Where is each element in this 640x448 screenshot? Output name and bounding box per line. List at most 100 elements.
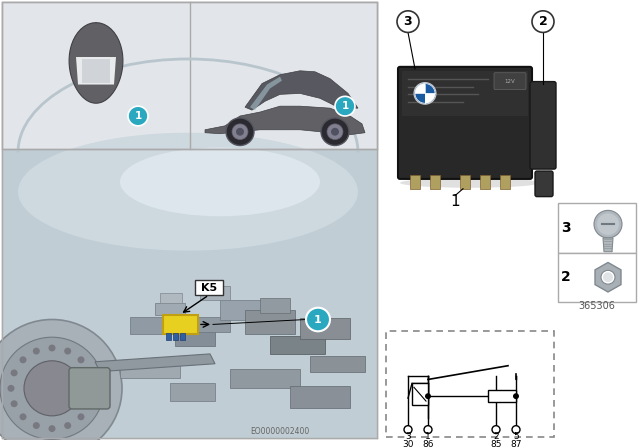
Polygon shape <box>69 22 123 103</box>
Text: 5: 5 <box>513 432 519 441</box>
Polygon shape <box>76 57 116 85</box>
Bar <box>412 383 428 405</box>
Polygon shape <box>95 354 215 371</box>
Bar <box>2 2 377 150</box>
Circle shape <box>49 345 56 351</box>
Text: 1: 1 <box>134 111 141 121</box>
Bar <box>558 253 636 302</box>
Circle shape <box>321 118 349 146</box>
Circle shape <box>601 270 615 284</box>
Bar <box>310 356 365 371</box>
Circle shape <box>19 356 26 363</box>
Polygon shape <box>603 238 613 252</box>
Text: 3: 3 <box>405 432 411 441</box>
Circle shape <box>404 426 412 434</box>
Bar <box>2 2 377 150</box>
Bar <box>130 317 185 334</box>
Circle shape <box>513 393 519 399</box>
Circle shape <box>64 422 71 429</box>
Circle shape <box>492 426 500 434</box>
Ellipse shape <box>18 133 358 251</box>
Bar <box>402 71 528 116</box>
Circle shape <box>236 128 244 136</box>
Bar <box>120 365 180 379</box>
Text: 3: 3 <box>404 15 412 28</box>
Circle shape <box>597 213 619 235</box>
Circle shape <box>0 319 122 448</box>
Bar <box>430 175 440 189</box>
Circle shape <box>8 385 15 392</box>
Circle shape <box>11 401 18 407</box>
Circle shape <box>594 211 622 238</box>
Circle shape <box>64 348 71 354</box>
Circle shape <box>424 426 432 434</box>
Bar <box>200 286 230 300</box>
Bar <box>230 369 300 388</box>
Polygon shape <box>250 77 282 110</box>
Text: K5: K5 <box>201 283 217 293</box>
Text: 1: 1 <box>450 194 460 209</box>
Bar <box>488 390 516 402</box>
Bar <box>270 336 325 354</box>
Circle shape <box>77 414 84 420</box>
Bar <box>195 280 223 295</box>
Circle shape <box>512 426 520 434</box>
Bar <box>163 314 198 334</box>
Polygon shape <box>245 71 358 110</box>
Circle shape <box>532 11 554 32</box>
Circle shape <box>86 401 93 407</box>
Circle shape <box>19 414 26 420</box>
Circle shape <box>11 370 18 376</box>
Polygon shape <box>205 106 365 135</box>
Text: 30: 30 <box>403 440 413 448</box>
Bar <box>2 150 377 439</box>
Wedge shape <box>425 93 435 103</box>
Bar <box>460 175 470 189</box>
Circle shape <box>77 356 84 363</box>
Text: 2: 2 <box>493 432 499 441</box>
Text: 2: 2 <box>539 15 547 28</box>
Circle shape <box>331 128 339 136</box>
FancyBboxPatch shape <box>69 368 110 409</box>
Circle shape <box>86 370 93 376</box>
Ellipse shape <box>120 147 320 216</box>
Circle shape <box>226 118 254 146</box>
Bar <box>220 300 265 319</box>
Bar <box>500 175 510 189</box>
Bar <box>410 175 420 189</box>
Bar <box>173 333 178 340</box>
Circle shape <box>33 422 40 429</box>
Bar <box>480 175 490 189</box>
Bar <box>2 2 377 439</box>
Bar <box>175 324 215 346</box>
Bar <box>558 203 636 253</box>
Bar <box>82 59 110 82</box>
FancyBboxPatch shape <box>530 82 556 169</box>
Text: 1: 1 <box>425 432 431 441</box>
Circle shape <box>90 385 97 392</box>
Bar <box>290 386 350 408</box>
Wedge shape <box>415 84 425 93</box>
Circle shape <box>425 393 431 399</box>
Bar <box>170 383 215 401</box>
Bar <box>386 332 554 437</box>
Text: 365306: 365306 <box>579 301 616 310</box>
Circle shape <box>24 361 80 416</box>
Text: 87: 87 <box>510 440 522 448</box>
Circle shape <box>335 96 355 116</box>
Ellipse shape <box>400 178 540 188</box>
Bar <box>166 333 171 340</box>
Bar <box>245 310 295 334</box>
Circle shape <box>397 11 419 32</box>
Text: 12V: 12V <box>504 79 515 84</box>
Bar <box>160 293 182 303</box>
Circle shape <box>603 272 613 282</box>
FancyBboxPatch shape <box>535 171 553 197</box>
Bar <box>260 298 290 313</box>
FancyBboxPatch shape <box>494 73 526 90</box>
Bar <box>180 333 185 340</box>
Bar <box>195 317 230 332</box>
Circle shape <box>306 308 330 332</box>
Circle shape <box>232 124 248 140</box>
Text: 86: 86 <box>422 440 434 448</box>
